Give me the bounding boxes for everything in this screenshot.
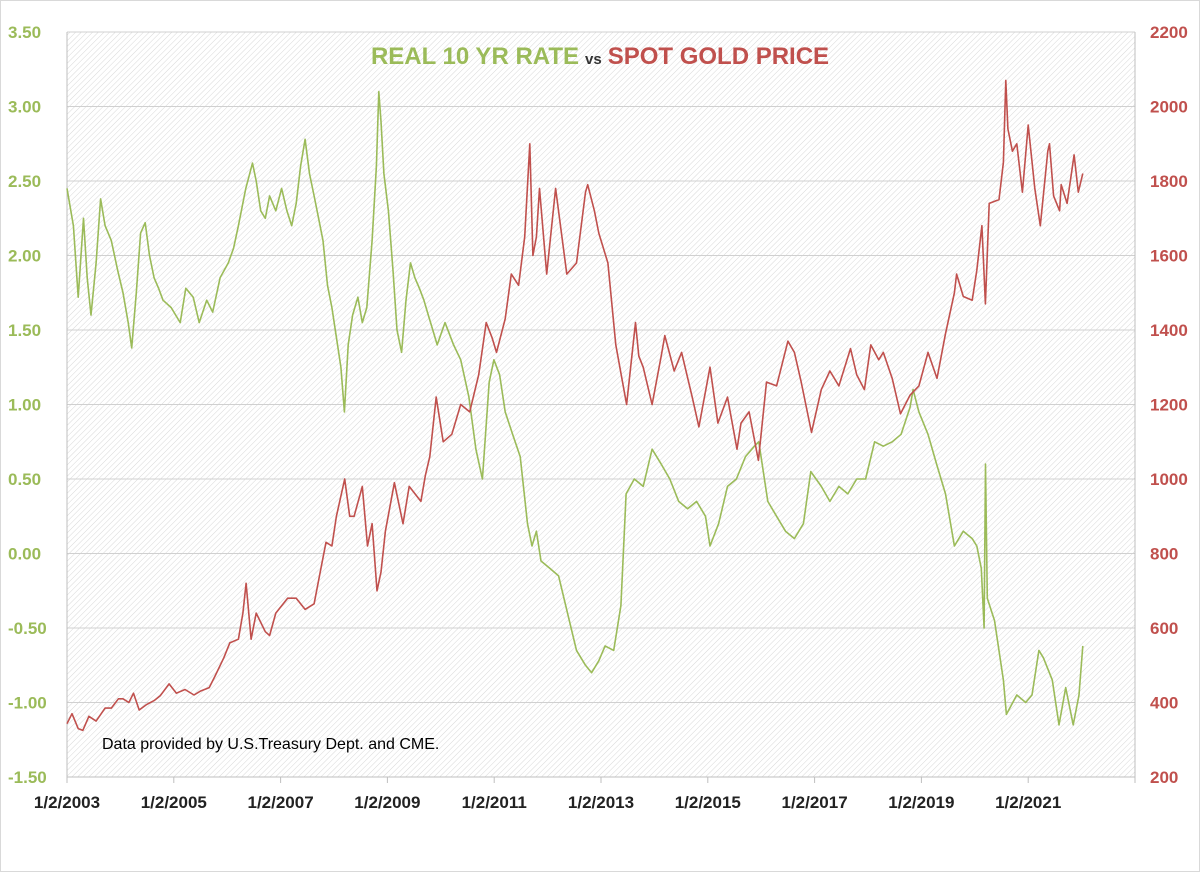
x-axis-tick-labels: 1/2/2003 1/2/2005 1/2/2007 1/2/2009 1/2/2011… xyxy=(34,793,1061,812)
x-tick-label: 1/2/2011 xyxy=(462,793,527,812)
left-tick-label: 1.00 xyxy=(8,396,41,415)
x-tick-label: 1/2/2013 xyxy=(568,793,634,812)
right-tick-label: 1000 xyxy=(1150,470,1188,489)
title-series-rate: REAL 10 YR RATE xyxy=(371,43,579,70)
right-tick-label: 2200 xyxy=(1150,23,1188,42)
left-tick-label: 1.50 xyxy=(8,321,41,340)
right-tick-label: 400 xyxy=(1150,694,1178,713)
left-tick-label: 0.50 xyxy=(8,470,41,489)
right-axis-tick-labels: 2200 2000 1800 1600 1400 1200 1000 800 600 400 200 xyxy=(1150,23,1188,787)
left-tick-label: 2.50 xyxy=(8,172,41,191)
rate-series-line xyxy=(66,90,1084,726)
left-tick-label: -1.50 xyxy=(8,768,47,787)
left-tick-label: -0.50 xyxy=(8,619,47,638)
right-tick-label: 1200 xyxy=(1150,396,1188,415)
series-lines xyxy=(66,79,1084,732)
x-tick-label: 1/2/2021 xyxy=(995,793,1061,812)
title-vs: vs xyxy=(585,51,602,68)
right-tick-label: 800 xyxy=(1150,545,1178,564)
right-tick-label: 200 xyxy=(1150,768,1178,787)
left-tick-label: 3.50 xyxy=(8,23,41,42)
x-tick-label: 1/2/2003 xyxy=(34,793,100,812)
x-tick-label: 1/2/2005 xyxy=(141,793,207,812)
right-tick-label: 1800 xyxy=(1150,172,1188,191)
axes xyxy=(66,32,1136,783)
right-tick-label: 1600 xyxy=(1150,247,1188,266)
source-annotation: Data provided by U.S.Treasury Dept. and … xyxy=(102,736,439,753)
x-tick-label: 1/2/2017 xyxy=(782,793,848,812)
right-tick-label: 600 xyxy=(1150,619,1178,638)
left-tick-label: 2.00 xyxy=(8,247,41,266)
x-tick-label: 1/2/2009 xyxy=(354,793,420,812)
x-tick-label: 1/2/2007 xyxy=(248,793,314,812)
chart-title: REAL 10 YR RATE vs SPOT GOLD PRICE xyxy=(371,43,829,70)
left-tick-label: 0.00 xyxy=(8,545,41,564)
x-tick-label: 1/2/2019 xyxy=(888,793,954,812)
x-tick-label: 1/2/2015 xyxy=(675,793,741,812)
title-series-gold: SPOT GOLD PRICE xyxy=(608,43,829,70)
left-tick-label: -1.00 xyxy=(8,694,47,713)
right-tick-label: 1400 xyxy=(1150,321,1188,340)
gold-series-line xyxy=(66,79,1084,732)
right-tick-label: 2000 xyxy=(1150,98,1188,117)
left-tick-label: 3.00 xyxy=(8,98,41,117)
left-axis-tick-labels: 3.50 3.00 2.50 2.00 1.50 1.00 0.50 0.00 -0.50 -1.… xyxy=(8,23,47,787)
